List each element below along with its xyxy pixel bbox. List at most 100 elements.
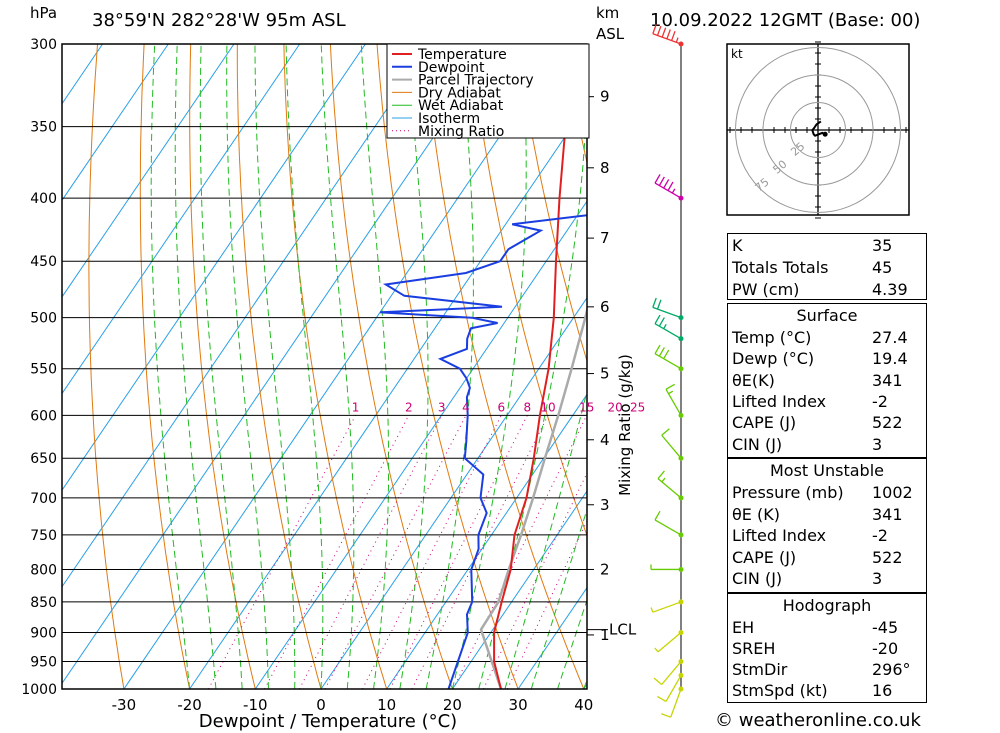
- wind-barb-feather: [663, 349, 670, 360]
- mu-row: Lifted Index -2: [727, 526, 927, 547]
- temperature-tick-label: 0: [316, 696, 326, 714]
- mixing-ratio-label: 2: [405, 400, 413, 414]
- most-unstable-title: Most Unstable: [770, 461, 884, 480]
- index-value: 4.39: [872, 280, 908, 299]
- wind-barb-feather: [654, 344, 661, 355]
- height-tick-label: 4: [600, 431, 610, 449]
- wet-adiabat-line: [174, 44, 217, 689]
- mu-value: 1002: [872, 483, 913, 502]
- dry-adiabat-line: [189, 44, 256, 689]
- mixing-ratio-label: 3: [438, 400, 446, 414]
- wind-barb-half-feather: [661, 477, 666, 483]
- location-title: 38°59'N 282°28'W 95m ASL: [92, 10, 346, 31]
- mixing-ratio-line: [324, 415, 467, 689]
- pressure-tick-label: 750: [30, 528, 57, 544]
- wet-adiabat-line: [530, 507, 587, 689]
- height-tick-label: 1: [600, 626, 610, 644]
- mixing-ratio-label: 20: [607, 400, 622, 414]
- wind-barb-half-feather: [650, 607, 654, 613]
- mixing-ratio-label: 25: [630, 400, 645, 414]
- wind-barb-feather: [656, 25, 662, 36]
- mixing-ratio-line: [506, 519, 587, 689]
- pressure-tick-label: 1000: [21, 682, 57, 698]
- pressure-tick-label: 800: [30, 562, 57, 578]
- mixing-ratio-line: [389, 415, 528, 689]
- isotherm-line: [62, 44, 498, 685]
- wind-barb-feather: [667, 181, 674, 191]
- isotherm-line: [386, 393, 587, 689]
- surface-value: 341: [872, 371, 903, 390]
- legend-label: Parcel Trajectory: [418, 73, 534, 89]
- wind-barb-feather: [658, 347, 665, 357]
- height-tick-label: 5: [600, 365, 610, 383]
- surface-value: 19.4: [872, 349, 908, 368]
- plot-frame: [61, 43, 588, 690]
- height-tick-label: 7: [600, 229, 610, 247]
- mixing-ratio-label: 1: [352, 400, 360, 414]
- hodo-value: -20: [872, 639, 899, 658]
- wind-barb-half-feather: [675, 37, 679, 43]
- pressure-tick-label: 550: [30, 362, 57, 378]
- wet-adiabat-line: [557, 598, 587, 689]
- pressure-tick-label: 300: [30, 37, 57, 53]
- parcel-trajectory-line: [479, 305, 587, 689]
- mu-value: 522: [872, 548, 903, 567]
- wind-barb: [657, 632, 682, 653]
- isotherm-line: [62, 44, 432, 588]
- legend-label: Dry Adiabat: [418, 85, 501, 101]
- wet-adiabat-line: [226, 44, 269, 689]
- mu-value: 341: [872, 505, 903, 524]
- pressure-tick-label: 350: [30, 120, 57, 136]
- pressure-tick-label: 850: [30, 595, 57, 611]
- wind-barb-feather: [666, 29, 671, 40]
- temperature-tick-label: -20: [177, 696, 202, 714]
- mu-label: Pressure (mb): [732, 483, 844, 502]
- temperature-tick-label: -10: [243, 696, 268, 714]
- dry-adiabat-line: [936, 44, 1000, 689]
- wind-barb: [665, 389, 682, 416]
- hodo-label: SREH: [732, 639, 776, 658]
- pressure-tick-label: 900: [30, 626, 57, 642]
- surface-value: 522: [872, 413, 903, 432]
- hodograph-trace: [811, 120, 826, 137]
- pressure-tick-label: 450: [30, 254, 57, 270]
- dry-adiabat-line: [88, 44, 125, 689]
- wind-barb: [654, 519, 682, 536]
- index-value: 35: [872, 236, 893, 255]
- temperature-tick-label: 10: [377, 696, 396, 714]
- wind-barb-half-feather: [663, 324, 667, 329]
- surface-row: CAPE (J) 522: [727, 413, 927, 434]
- index-row-pw: PW (cm) 4.39: [727, 280, 927, 301]
- isotherm-line: [62, 44, 235, 298]
- mixing-ratio-label: 10: [540, 400, 555, 414]
- hpa-unit-label: hPa: [30, 4, 58, 22]
- index-label: Totals Totals: [732, 258, 829, 277]
- surface-label: Lifted Index: [732, 392, 827, 411]
- wind-barb-feather: [670, 30, 676, 41]
- dry-adiabat-line: [329, 44, 453, 689]
- wind-barb: [665, 675, 682, 702]
- wind-barb-feather: [665, 383, 675, 390]
- mu-row: θE (K) 341: [727, 505, 927, 526]
- wind-barb-feather: [652, 24, 657, 34]
- index-label: K: [732, 236, 743, 255]
- hodograph-ring: [762, 74, 874, 186]
- pressure-tick-label: 500: [30, 311, 57, 327]
- wind-barb: [654, 353, 682, 370]
- mu-label: CIN (J): [732, 569, 783, 588]
- wind-barb-feather: [658, 176, 665, 186]
- wind-barb-feather: [654, 174, 661, 184]
- lcl-label: LCL: [609, 621, 637, 639]
- surface-row: Temp (°C) 27.4: [727, 328, 927, 349]
- legend-label: Dewpoint: [418, 60, 485, 76]
- wind-barb-half-feather: [671, 188, 676, 194]
- dry-adiabat-line: [983, 44, 1000, 689]
- surface-value: 3: [872, 435, 883, 454]
- copyright-link[interactable]: © weatheronline.co.uk: [715, 710, 921, 731]
- mixing-ratio-label: 6: [497, 400, 505, 414]
- mixing-ratio-line: [264, 415, 410, 689]
- isotherm-line: [451, 490, 587, 689]
- surface-title: Surface: [796, 306, 858, 325]
